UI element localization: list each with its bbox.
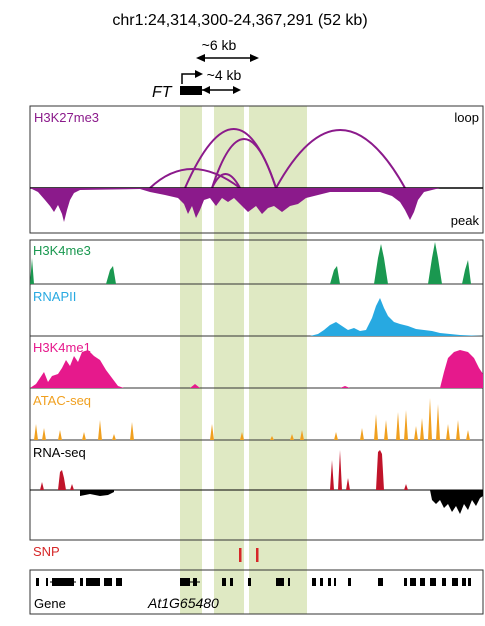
snp-marker [256,548,259,562]
loop-arc [275,129,406,189]
h3k27me3-peaks [30,188,440,222]
highlight-region-3 [249,106,307,614]
loop-arc [211,138,277,189]
atac-seq-label: ATAC-seq [33,393,91,408]
h3k4me3-signal [30,242,471,284]
atac-seq-signal [30,398,483,440]
gene-models [36,578,471,586]
ft-gene-model [180,70,206,95]
gene-label: Gene [34,596,66,611]
distance-4kb-label: ~4 kb [207,67,242,83]
h3k27me3-panel [29,105,484,234]
distance-4kb-arrow [202,86,241,94]
h3k4me1-label: H3K4me1 [33,340,91,355]
distance-6kb-arrow [196,54,259,62]
peak-label: peak [451,213,480,228]
rna-seq-plus-strand [30,450,408,490]
loop-arc [211,173,241,189]
rna-seq-minus-strand [80,490,483,514]
loop-label: loop [454,110,479,125]
h3k27me3-label: H3K27me3 [34,110,99,125]
ft-gene-label: FT [152,84,173,101]
rna-seq-label: RNA-seq [33,445,86,460]
h3k4me3-label: H3K4me3 [33,243,91,258]
at1g65480-label: At1G65480 [147,595,219,611]
highlight-region-1 [180,106,202,614]
snp-marker [239,548,242,562]
gene-panel [29,569,484,615]
snp-label: SNP [33,544,60,559]
signal-panel [29,239,484,541]
loop-arc [149,168,241,189]
rnapii-label: RNAPII [33,289,76,304]
distance-6kb-label: ~6 kb [202,37,237,53]
h3k4me1-signal [30,350,483,388]
rnapii-signal [30,298,483,336]
chromatin-loops [149,128,406,189]
highlight-region-2 [214,106,244,614]
locus-title: chr1:24,314,300-24,367,291 (52 kb) [112,12,367,29]
